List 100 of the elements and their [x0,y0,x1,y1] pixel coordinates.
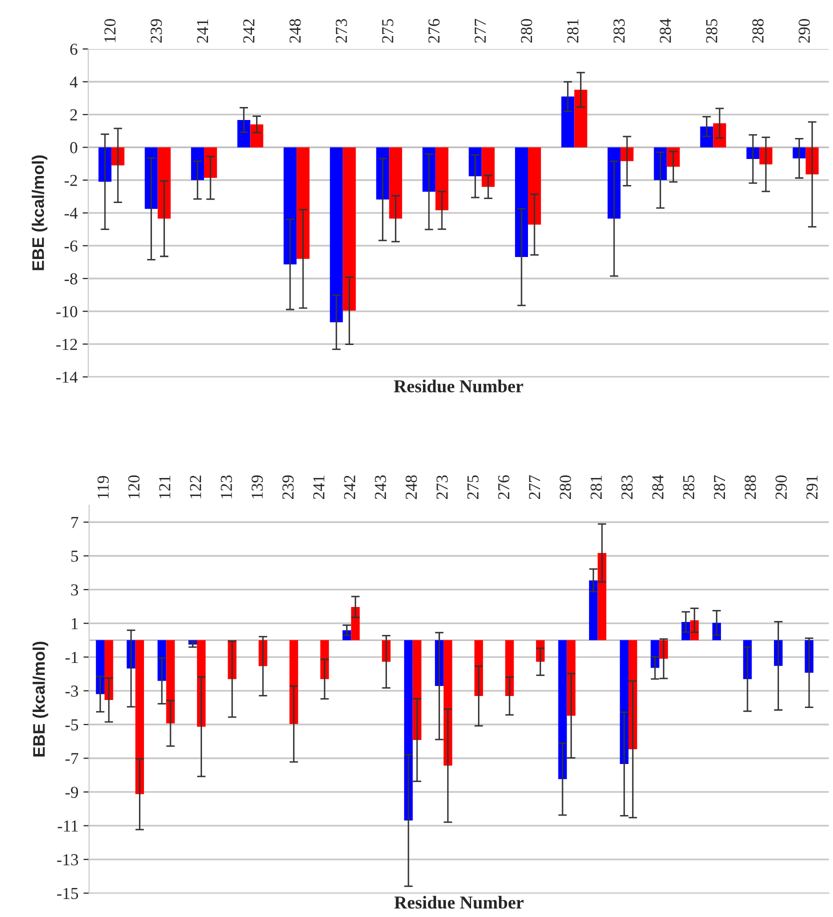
x-tick-label: 239 [282,475,294,499]
y-tick-label: -3 [65,686,78,697]
x-tick-label: 273 [436,475,448,499]
bar [104,640,114,700]
x-tick-label: 284 [660,18,672,43]
y-axis-title: EBE (kcal/mol) [32,642,48,756]
x-tick-label: 290 [776,475,787,499]
bar [96,640,105,694]
bar [650,640,660,668]
y-tick-label: 5 [71,550,78,562]
x-tick-label: 248 [406,475,417,499]
bar [515,147,528,258]
x-tick-label: 122 [190,476,202,498]
bar [574,90,588,148]
bar [528,147,541,225]
y-tick-label: -7 [65,753,78,764]
bar [412,640,422,740]
x-tick-label: 281 [567,19,578,43]
bar [444,640,452,766]
x-tick-label: 283 [613,19,625,43]
y-tick-label: -15 [57,888,78,900]
x-tick-label: 239 [150,19,162,43]
x-tick-label: 121 [159,476,170,498]
bar [422,147,436,192]
x-tick-label: 139 [252,475,263,498]
x-tick-label: 291 [806,476,818,499]
y-tick-label: 0 [70,142,78,154]
x-tick-label: 283 [621,475,633,499]
bar [589,580,598,640]
bar [289,640,298,724]
bar [558,640,567,780]
y-tick-label: 7 [71,517,78,528]
bar [342,147,356,311]
bar [404,640,413,820]
bar [144,147,158,209]
bar [620,640,628,764]
y-tick-label: -5 [65,719,78,730]
bar [204,147,217,178]
bar [191,147,204,180]
y-tick-label: 4 [70,76,78,88]
bar [351,606,360,640]
y-tick-label: -6 [64,240,78,252]
x-tick-label: 275 [382,19,394,43]
bar [166,640,175,724]
bar [561,96,574,148]
bar [197,640,206,727]
y-tick-label: -8 [64,273,78,284]
bar [389,147,402,219]
y-tick-label: -4 [64,208,78,219]
bar [284,147,297,264]
y-tick-label: -12 [56,338,77,350]
bar [598,552,606,640]
x-tick-label: 248 [290,19,301,43]
x-tick-label: 288 [744,475,756,499]
bar [713,123,726,148]
x-tick-label: 280 [520,19,532,43]
bar [98,147,112,182]
x-axis-title: Residue Number [394,896,524,909]
bar [158,147,171,219]
x-tick-label: 243 [374,475,386,499]
x-tick-label: 276 [498,475,510,499]
x-tick-label: 275 [467,475,479,499]
y-tick-label: 6 [70,44,78,55]
x-tick-label: 120 [104,19,116,42]
y-tick-label: -1 [65,652,78,663]
x-tick-label: 280 [560,475,572,499]
bar [250,124,264,148]
bar [482,147,495,187]
bar [505,640,514,696]
bar [435,147,448,210]
y-tick-label: -11 [58,820,78,832]
y-tick-label: 1 [72,618,78,630]
x-tick-label: 290 [798,19,810,43]
x-tick-label: 273 [336,19,348,43]
x-tick-label: 284 [652,474,664,499]
bar [296,147,310,259]
x-tick-label: 285 [706,19,718,43]
y-tick-label: 2 [70,109,77,120]
bar [330,147,343,322]
x-tick-label: 277 [474,18,486,43]
y-tick-label: -13 [57,854,78,866]
bar [700,126,714,148]
bar [620,147,634,162]
bar [237,120,250,148]
y-tick-label: 3 [71,584,78,596]
x-tick-label: 277 [529,475,540,499]
bar [135,640,144,794]
x-axis-title: Residue Number [394,380,524,392]
x-tick-label: 287 [714,475,726,499]
x-tick-label: 119 [98,476,109,498]
x-tick-label: 242 [243,19,254,43]
x-tick-label: 285 [683,475,694,499]
y-tick-label: -10 [56,306,78,318]
x-tick-label: 241 [313,476,324,499]
x-tick-label: 276 [428,18,440,43]
x-tick-label: 120 [128,475,140,498]
x-tick-label: 241 [196,19,208,43]
x-tick-label: 281 [590,476,602,499]
x-tick-label: 288 [752,19,764,43]
x-tick-label: 242 [344,476,356,499]
